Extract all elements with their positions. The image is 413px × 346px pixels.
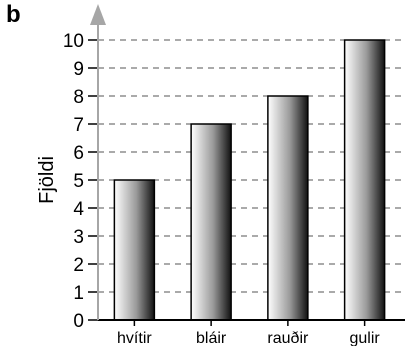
bar (343, 39, 386, 321)
y-axis-arrow-icon (90, 4, 106, 25)
bar (113, 179, 156, 321)
y-tick-label: 10 (63, 31, 84, 52)
y-tick-label: 7 (73, 115, 84, 136)
bar (267, 95, 309, 321)
y-axis-label: Fjöldi (36, 156, 58, 204)
y-tick-label: 9 (73, 59, 84, 80)
panel-label: b (6, 1, 21, 28)
x-tick-label: rauðir (267, 330, 309, 346)
y-tick-label: 4 (73, 199, 84, 220)
y-tick-label: 1 (73, 283, 84, 304)
y-tick-label: 3 (73, 227, 84, 248)
bar (190, 123, 232, 321)
bars (113, 39, 386, 321)
y-tick-label: 5 (73, 171, 84, 192)
y-tick-label: 2 (73, 255, 84, 276)
x-tick-label: bláir (196, 330, 227, 346)
labels: 0 1 2 3 4 5 6 7 8 9 10 hvítir bláir rauðir gulir Fjöldi (36, 31, 380, 346)
y-tick-label: 0 (73, 311, 84, 332)
y-tick-label: 6 (73, 143, 84, 164)
axes (88, 4, 405, 326)
x-tick-label: gulir (350, 330, 381, 346)
y-tick-label: 8 (73, 87, 84, 108)
x-tick-label: hvítir (117, 330, 152, 346)
